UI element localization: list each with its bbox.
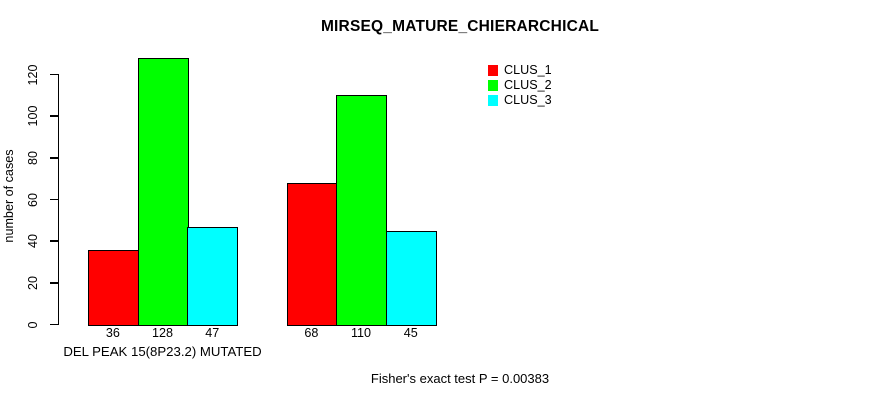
bar-value-label: 47 (205, 325, 220, 340)
bar-clus_1-group1 (88, 249, 140, 326)
legend-label: CLUS_2 (504, 78, 552, 93)
y-axis-label: number of cases (1, 149, 16, 243)
y-tick-label: 20 (26, 275, 40, 290)
bar-value-label: 36 (105, 325, 120, 340)
legend-item-clus_2: CLUS_2 (487, 78, 567, 93)
legend-item-clus_3: CLUS_3 (487, 93, 567, 108)
y-tick-mark (50, 282, 58, 284)
y-tick-mark (50, 198, 58, 201)
bar-value-label: 45 (403, 325, 418, 340)
x-category-label: DEL PEAK 15(8P23.2) MUTATED (63, 344, 262, 359)
bar-value-label: 68 (304, 325, 319, 340)
legend-swatch-icon (487, 95, 498, 106)
y-axis-line (57, 73, 59, 326)
fisher-test-note: Fisher's exact test P = 0.00383 (370, 371, 550, 386)
legend-label: CLUS_3 (504, 93, 552, 108)
bar-value-label: 128 (152, 325, 174, 340)
y-tick-label: 40 (26, 234, 40, 249)
y-tick-mark (50, 240, 58, 242)
y-tick-label: 100 (26, 105, 40, 127)
bar-clus_2-group1 (137, 57, 189, 326)
y-tick-label: 120 (26, 64, 40, 85)
bar-clus_1-group2 (286, 182, 338, 326)
y-tick-label: 80 (26, 150, 40, 165)
bar-clus_2-group2 (336, 95, 388, 326)
y-tick-mark (50, 157, 58, 159)
y-tick-label: 60 (26, 192, 40, 207)
legend-swatch-icon (487, 65, 498, 76)
y-tick-mark (50, 323, 58, 326)
y-tick-mark (50, 73, 58, 76)
legend-label: CLUS_1 (504, 63, 552, 77)
y-tick-label: 0 (26, 321, 40, 328)
bar-clus_3-group2 (385, 230, 437, 326)
chart-title: MIRSEQ_MATURE_CHIERARCHICAL (320, 18, 600, 35)
bar-value-label: 110 (350, 325, 372, 340)
legend-swatch-icon (487, 80, 498, 91)
y-tick-mark (50, 115, 58, 117)
bar-clus_3-group1 (187, 226, 239, 326)
legend-item-clus_1: CLUS_1 (487, 63, 567, 78)
